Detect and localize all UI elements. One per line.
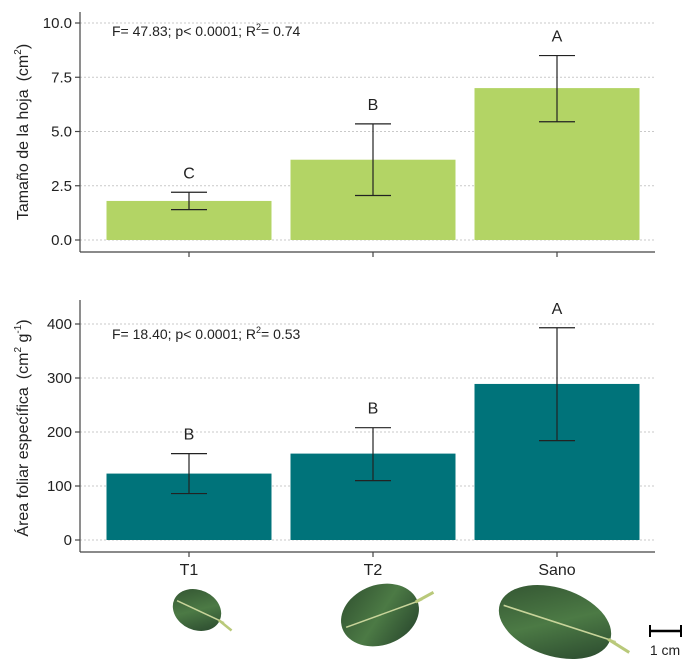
y-tick-label: 10.0	[43, 15, 72, 32]
leaf-sano-image	[498, 585, 631, 659]
x-ticks	[188, 252, 558, 257]
x-tick-label: Sano	[538, 562, 575, 579]
significance-letter: B	[368, 97, 379, 114]
significance-letter: A	[552, 29, 563, 46]
y-tick-label: 400	[47, 316, 72, 333]
y-axis-label: Tamaño de la hoja(cm2)	[13, 44, 32, 220]
y-tick-label: 2.5	[51, 178, 72, 195]
x-tick-label: T1	[180, 562, 199, 579]
y-tick-label: 200	[47, 424, 72, 441]
chart-leaf-size: 0.0 2.5 5.0 7.5 10.0 C B A F= 47.83; p< 0.0001…	[13, 12, 655, 257]
y-ticks: 0.0 2.5 5.0 7.5 10.0	[43, 15, 80, 249]
error-bars	[171, 327, 575, 495]
leaf-t1-image	[172, 589, 233, 632]
x-tick-label: T2	[364, 562, 383, 579]
scale-bar-label: 1 cm	[650, 642, 680, 658]
y-tick-label: 5.0	[51, 124, 72, 141]
error-bars	[171, 54, 575, 211]
significance-letters: B B A	[184, 301, 563, 444]
x-ticks	[188, 552, 558, 557]
scale-bar: 1 cm	[649, 625, 682, 658]
significance-letter: A	[552, 301, 563, 318]
y-ticks: 0 100 200 300 400	[47, 316, 80, 549]
significance-letters: C B A	[183, 29, 562, 183]
y-axis-label: Área foliar específica(cm2 g-1)	[13, 319, 32, 536]
significance-letter: B	[368, 401, 379, 418]
significance-letter: C	[183, 165, 195, 182]
chart-specific-leaf-area: 0 100 200 300 400 B B A F= 18.40; p< 0.0001; R…	[13, 300, 655, 557]
x-category-labels: T1 T2 Sano	[180, 562, 576, 579]
y-tick-label: 300	[47, 370, 72, 387]
y-tick-label: 100	[47, 478, 72, 495]
leaf-t2-image	[341, 583, 435, 647]
leaf-images	[172, 583, 631, 659]
y-tick-label: 0.0	[51, 232, 72, 249]
stats-annotation: F= 47.83; p< 0.0001; R2= 0.74	[112, 22, 301, 39]
stats-annotation: F= 18.40; p< 0.0001; R2= 0.53	[112, 325, 301, 342]
y-tick-label: 7.5	[51, 69, 72, 86]
bars	[106, 383, 640, 540]
y-tick-label: 0	[64, 532, 72, 549]
significance-letter: B	[184, 427, 195, 444]
